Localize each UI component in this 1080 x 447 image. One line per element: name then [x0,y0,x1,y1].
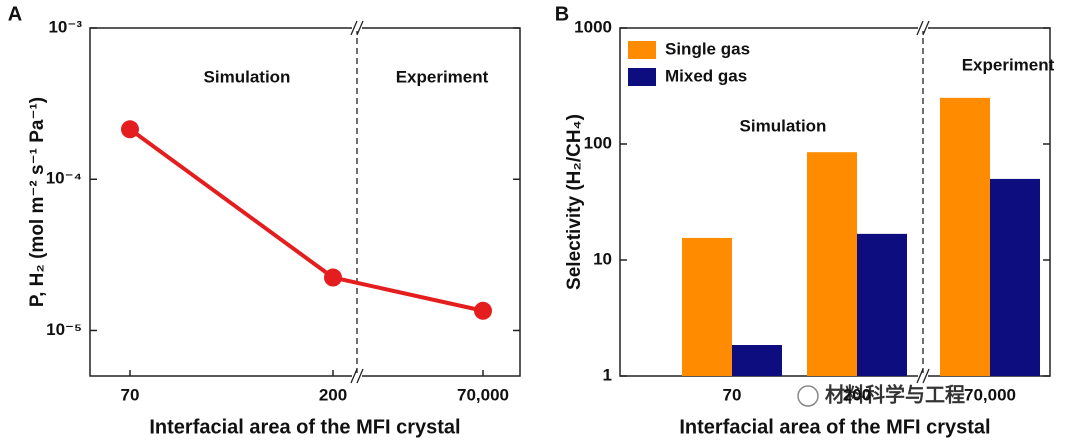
point [474,301,492,320]
axis-break [916,368,924,384]
bar [857,233,907,376]
y-tick-label: 100 [584,133,612,152]
y-axis-label: P, H₂ (mol m⁻² s⁻¹ Pa⁻¹) [27,97,48,307]
point [324,268,342,287]
x-tick-label: 70 [723,385,742,404]
bar [732,345,782,376]
axis-break [356,20,364,36]
axis-break [350,368,358,384]
y-tick-label: 1000 [574,17,612,36]
annotation: Simulation [740,116,827,135]
annotation: Experiment [962,55,1055,74]
axis-break [916,20,924,36]
bar [940,97,990,376]
y-tick-label: 10⁻⁴ [46,169,82,188]
x-tick-label: 200 [319,385,347,404]
axis-break-gap [352,25,362,31]
annotation: Simulation [204,67,291,86]
axis-break-gap [918,373,928,379]
line [128,127,484,313]
axis-break [356,368,364,384]
x-tick-label: 70 [121,385,140,404]
legend-label: Single gas [665,39,750,58]
point [121,120,139,139]
axis-break-gap [352,373,362,379]
bar [807,152,857,376]
x-tick-label: 70,000 [457,385,509,404]
bar [990,178,1040,376]
x-tick-label: 70,000 [964,385,1016,404]
axis-break [350,20,358,36]
y-tick-label: 10⁻⁵ [46,320,82,339]
bar [682,237,732,376]
axis-break [922,20,930,36]
plot-frame [89,27,521,377]
annotation: Experiment [396,67,489,86]
legend-label: Mixed gas [665,66,747,85]
watermark: 材料科学与工程 [825,382,965,406]
y-axis-label: Selectivity (H₂/CH₄) [564,114,585,290]
panel-label: A [8,3,22,25]
y-tick-label: 10⁻³ [48,17,82,36]
axis-break-gap [918,25,928,31]
y-tick-label: 1 [603,365,612,384]
watermark-icon [797,385,819,407]
x-axis-label: Interfacial area of the MFI crystal [149,416,460,438]
x-tick-label: 200 [843,385,871,404]
axis-break [922,368,930,384]
x-axis-label: Interfacial area of the MFI crystal [679,416,990,438]
legend-swatch [628,68,656,86]
legend-swatch [628,41,656,59]
panel-label: B [555,3,569,25]
y-tick-label: 10 [593,249,612,268]
